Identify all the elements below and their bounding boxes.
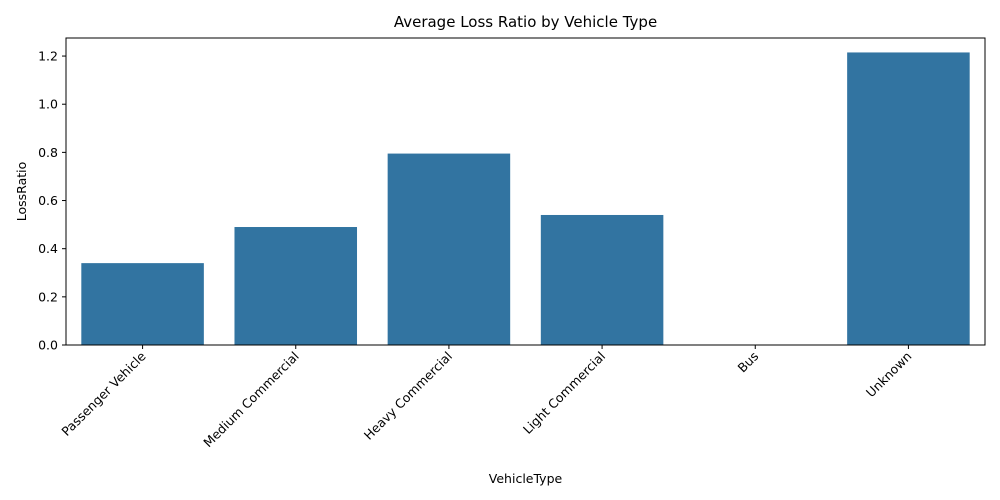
y-axis: 0.0 0.2 0.4 0.6 0.8 1.0 1.2 [38, 49, 66, 353]
x-tick-label: Bus [734, 349, 761, 376]
y-tick-label: 1.2 [38, 49, 58, 64]
x-tick-label: Light Commercial [520, 349, 608, 437]
y-tick-label: 0.2 [38, 289, 58, 304]
x-tick-label: Medium Commercial [200, 349, 302, 451]
y-tick-label: 0.8 [38, 145, 58, 160]
bar-unknown [847, 52, 970, 346]
plot-frame [65, 37, 986, 346]
x-tick-label: Passenger Vehicle [58, 348, 149, 439]
bar-medium-commercial [234, 227, 358, 345]
y-tick-label: 0.0 [38, 338, 58, 353]
x-axis-label: VehicleType [489, 471, 563, 486]
bar-passenger-vehicle [81, 263, 204, 345]
chart-title: Average Loss Ratio by Vehicle Type [394, 13, 657, 31]
y-tick-label: 1.0 [38, 97, 58, 112]
y-tick-label: 0.6 [38, 193, 58, 208]
bars-group [81, 52, 970, 346]
y-axis-label: LossRatio [14, 162, 29, 222]
bar-light-commercial [540, 214, 664, 345]
x-tick-label: Heavy Commercial [361, 349, 455, 443]
y-tick-label: 0.4 [38, 241, 58, 256]
x-axis: Passenger Vehicle Medium Commercial Heavy … [58, 345, 915, 451]
bar-heavy-commercial [387, 153, 511, 345]
x-tick-label: Unknown [863, 349, 915, 401]
